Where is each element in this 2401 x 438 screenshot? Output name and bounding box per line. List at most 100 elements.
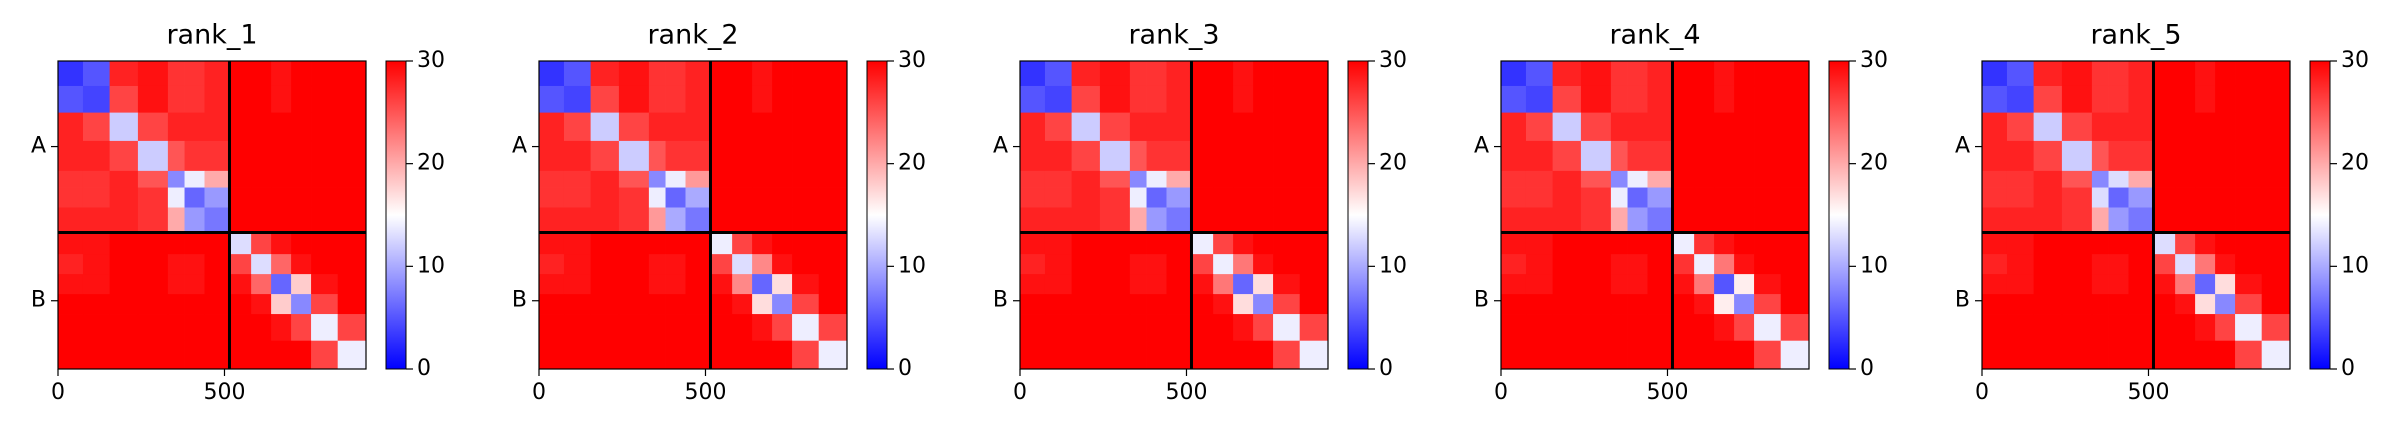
heatmap-cell — [1213, 61, 1234, 87]
heatmap-cell — [337, 254, 367, 275]
heatmap-cell — [772, 170, 793, 188]
heatmap-cell — [2061, 207, 2093, 233]
heatmap-cell — [229, 232, 252, 255]
heatmap-cell — [2108, 274, 2129, 295]
heatmap-cell — [184, 340, 205, 370]
heatmap-cell — [1233, 112, 1254, 142]
heatmap-cell — [291, 274, 312, 295]
heatmap-cell — [2033, 112, 2063, 142]
heatmap-cell — [229, 187, 252, 208]
heatmap-cell — [1734, 170, 1755, 188]
heatmap-cell — [563, 232, 592, 255]
heatmap-cell — [648, 254, 666, 275]
heatmap-cell — [1191, 274, 1214, 295]
heatmap-cell — [337, 140, 367, 172]
heatmap-cell — [311, 232, 339, 255]
heatmap-cell — [1166, 340, 1192, 370]
heatmap-cell — [109, 294, 139, 315]
heatmap-cell — [2006, 61, 2035, 87]
heatmap-cell — [1213, 112, 1234, 142]
panel-title: rank_2 — [647, 20, 738, 51]
heatmap-cell — [1099, 187, 1131, 208]
heatmap-cell — [710, 140, 733, 172]
heatmap-cell — [337, 340, 367, 370]
heatmap-cell — [1734, 254, 1755, 275]
heatmap-cell — [137, 232, 169, 255]
heatmap-cell — [137, 170, 169, 188]
heatmap-cell — [1071, 85, 1101, 114]
heatmap-cell — [2128, 140, 2154, 172]
axes-frame — [538, 60, 848, 370]
heatmap-cell — [2006, 85, 2035, 114]
heatmap-cell — [792, 207, 820, 233]
heatmap-cell — [1610, 232, 1628, 255]
heatmap-cell — [1146, 254, 1167, 275]
heatmap-cell — [184, 294, 205, 315]
heatmap-cell — [337, 294, 367, 315]
heatmap-cell — [648, 232, 666, 255]
heatmap-cell — [539, 112, 565, 142]
heatmap-cell — [590, 207, 620, 233]
heatmap-cell — [1099, 232, 1131, 255]
heatmap-cell — [1525, 274, 1554, 295]
heatmap-cell — [1213, 85, 1234, 114]
heatmap-cell — [1099, 140, 1131, 172]
heatmap-cell — [1780, 340, 1810, 370]
heatmap-cell — [772, 340, 793, 370]
heatmap-cell — [1146, 340, 1167, 370]
heatmap-cell — [2128, 314, 2154, 342]
heatmap-cell — [1273, 274, 1301, 295]
heatmap-cell — [1580, 340, 1612, 370]
heatmap-cell — [710, 187, 733, 208]
heatmap-cell — [2153, 314, 2176, 342]
heatmap-cell — [2061, 314, 2093, 342]
heatmap-cell — [1501, 254, 1527, 275]
heatmap-cell — [539, 61, 565, 87]
heatmap-cell — [618, 85, 650, 114]
heatmap-cell — [311, 340, 339, 370]
heatmap-cell — [818, 170, 848, 188]
heatmap-cell — [2091, 112, 2109, 142]
heatmap-cell — [710, 112, 733, 142]
heatmap-cell — [1694, 274, 1715, 295]
heatmap-cell — [109, 274, 139, 295]
heatmap-cell — [251, 294, 272, 315]
heatmap-cell — [2153, 85, 2176, 114]
heatmap-cell — [137, 61, 169, 87]
heatmap-cell — [1299, 274, 1329, 295]
heatmap-cell — [648, 340, 666, 370]
heatmap-cell — [109, 85, 139, 114]
heatmap-cell — [563, 274, 592, 295]
heatmap-cell — [1233, 140, 1254, 172]
heatmap-cell — [752, 207, 773, 233]
heatmap-cell — [1627, 61, 1648, 87]
heatmap-cell — [2215, 140, 2236, 172]
heatmap-cell — [109, 61, 139, 87]
heatmap-cell — [2153, 294, 2176, 315]
heatmap-cell — [1610, 294, 1628, 315]
heatmap-cell — [590, 294, 620, 315]
x-tick-label: 0 — [51, 380, 65, 405]
heatmap-cell — [2261, 112, 2291, 142]
heatmap-cell — [1020, 207, 1046, 233]
heatmap-cell — [1734, 207, 1755, 233]
heatmap-cell — [229, 140, 252, 172]
colorbar-tick-label: 20 — [417, 151, 445, 176]
heatmap-cell — [1525, 294, 1554, 315]
heatmap-cell — [2033, 140, 2063, 172]
heatmap-cell — [167, 314, 185, 342]
colorbar-tick-label: 20 — [2341, 151, 2369, 176]
heatmap-cell — [2091, 207, 2109, 233]
heatmap-cell — [1780, 187, 1810, 208]
heatmap-cell — [752, 85, 773, 114]
heatmap-cell — [1213, 140, 1234, 172]
heatmap-cell — [291, 340, 312, 370]
heatmap-cell — [1580, 254, 1612, 275]
heatmap-cell — [2175, 274, 2196, 295]
heatmap-cell — [2033, 61, 2063, 87]
heatmap-cell — [2175, 61, 2196, 87]
heatmap-cell — [618, 294, 650, 315]
heatmap-cell — [1299, 85, 1329, 114]
heatmap-cell — [665, 314, 686, 342]
heatmap-cell — [1647, 232, 1673, 255]
